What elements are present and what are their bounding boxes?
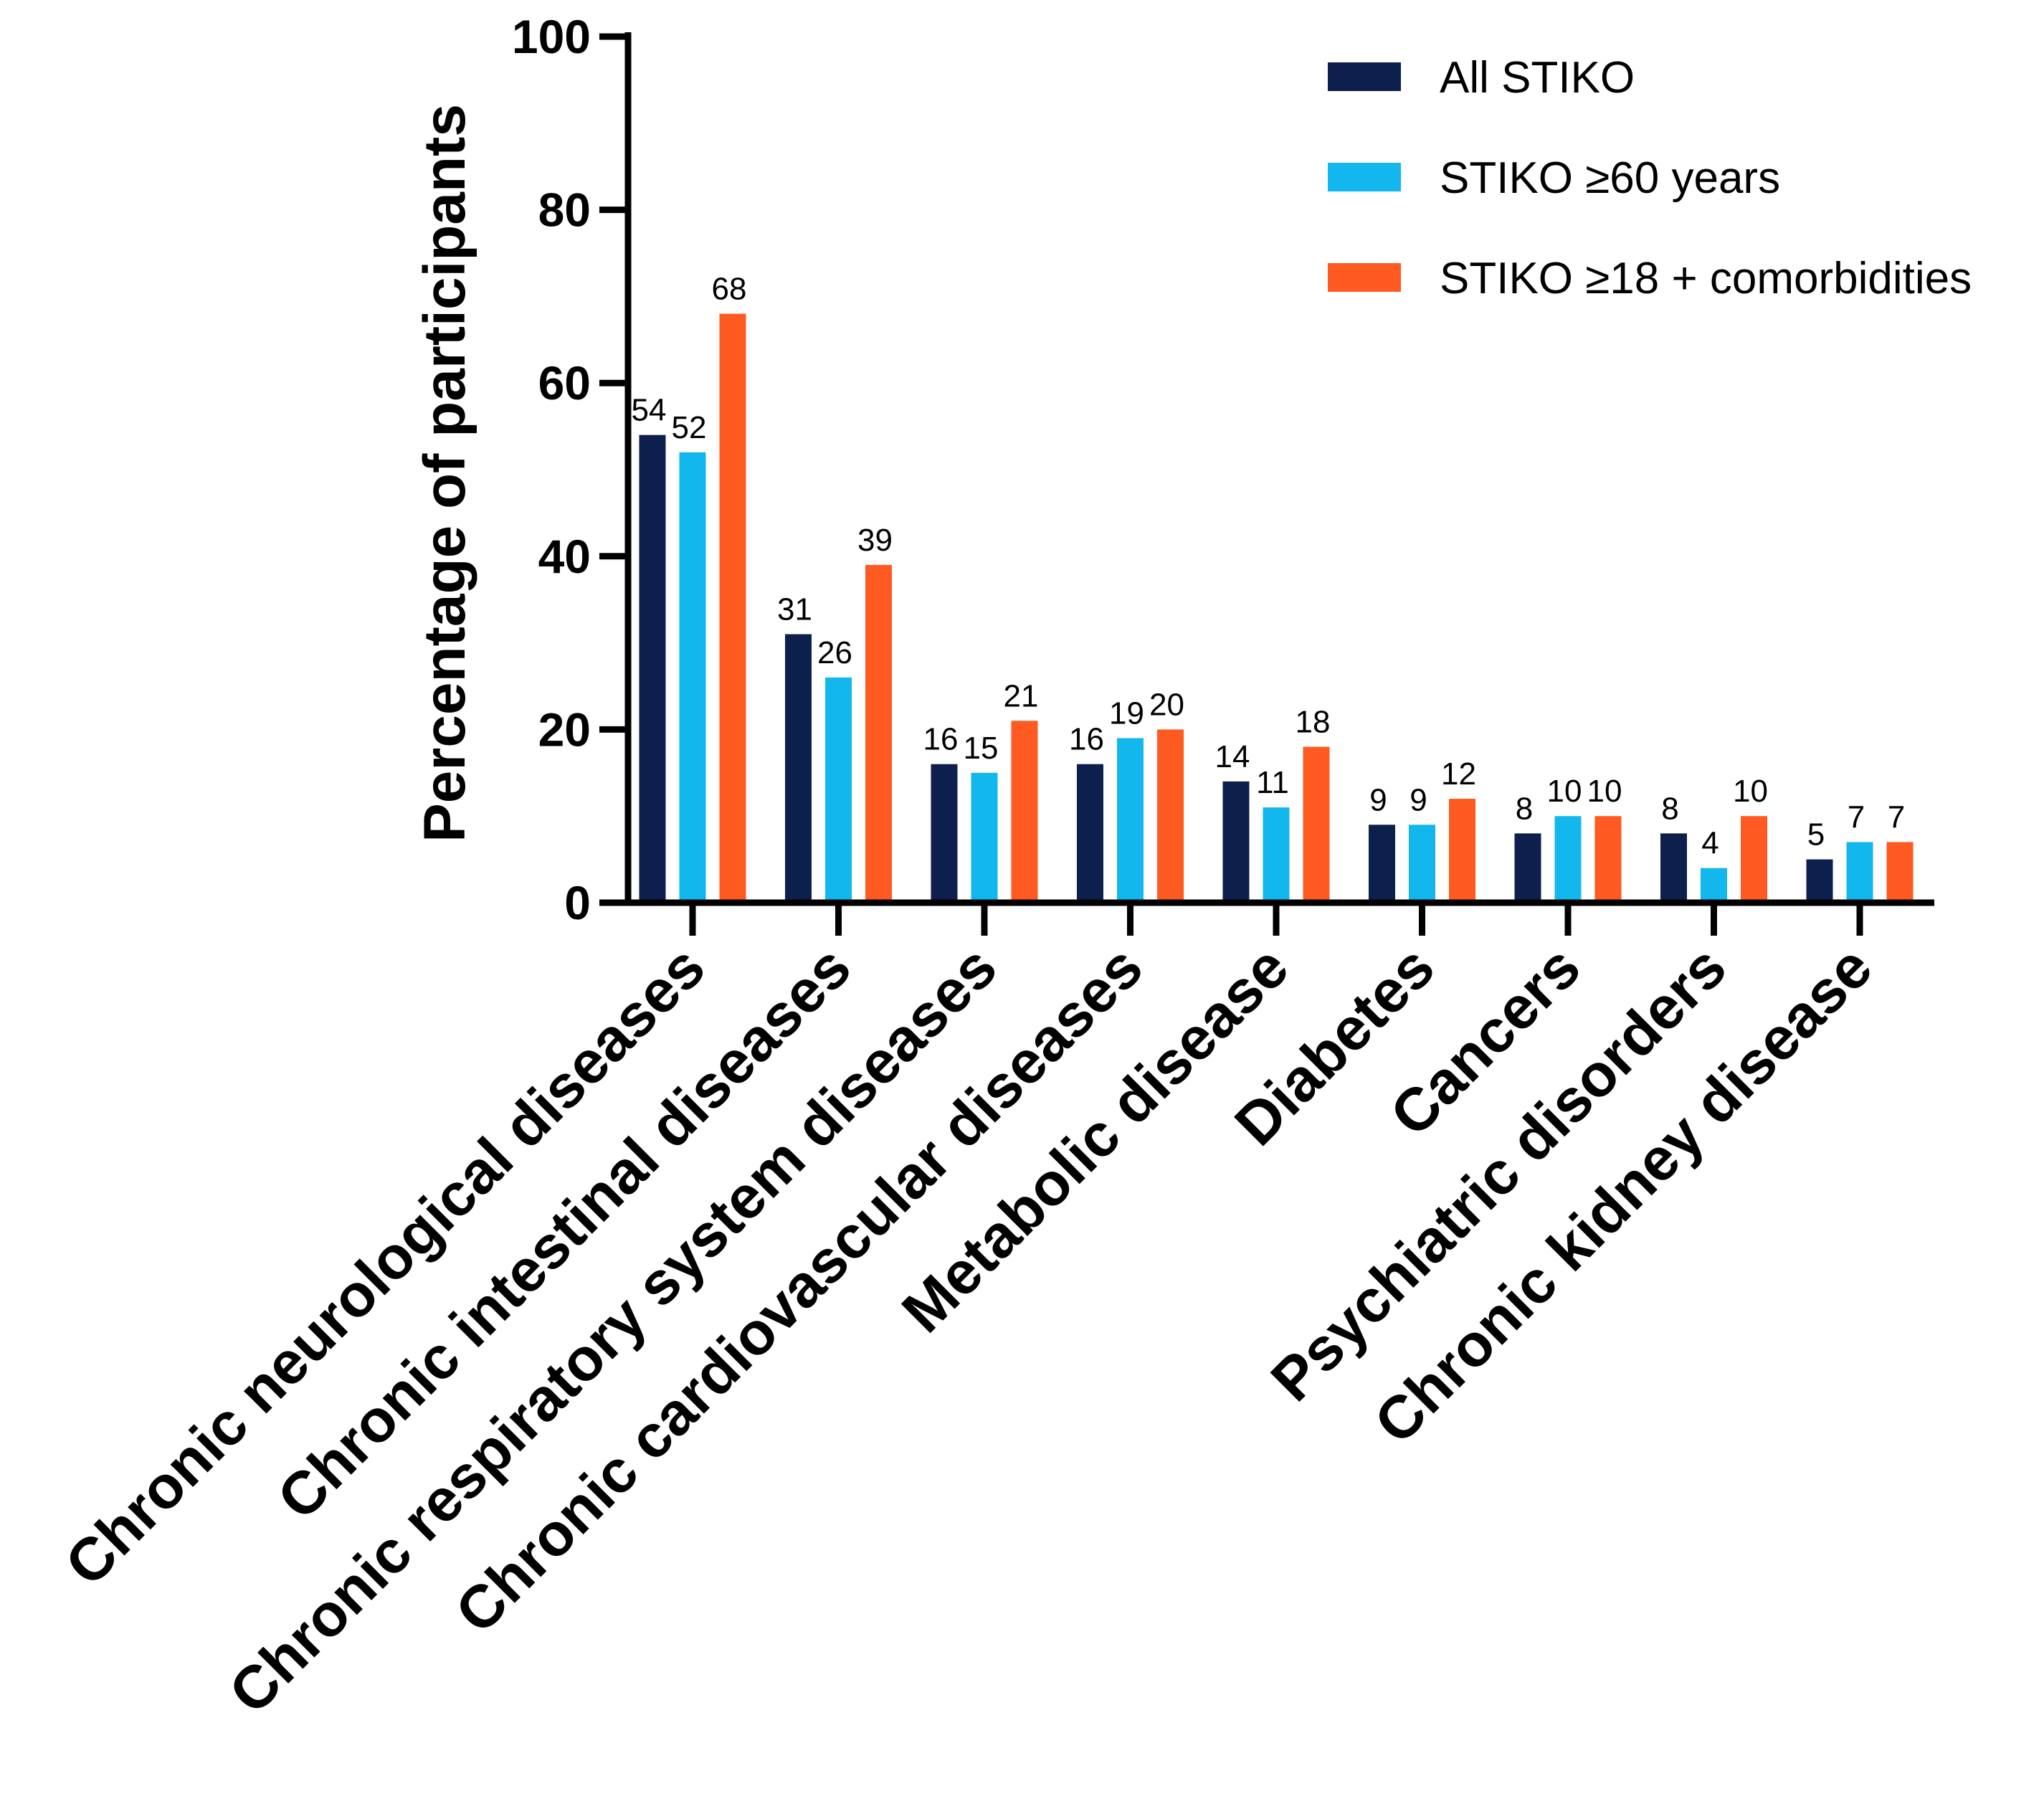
bar-metabolic-disease-stiko-60-years	[1263, 807, 1290, 903]
data-label-metabolic-disease-all-stiko: 14	[1215, 739, 1250, 774]
legend-label-stiko-60-years: STIKO ≥60 years	[1440, 153, 1780, 203]
bar-chronic-neurological-diseases-stiko-18-comorbidities	[719, 313, 746, 903]
data-label-cancers-stiko-60-years: 10	[1547, 774, 1582, 809]
bars-group	[639, 313, 1914, 903]
bar-chronic-intestinal-diseases-all-stiko	[785, 634, 812, 903]
legend-swatch-all-stiko	[1328, 62, 1401, 91]
bar-diabetes-stiko-18-comorbidities	[1449, 799, 1475, 903]
bar-chronic-cardiovascular-diseases-stiko-60-years	[1117, 738, 1144, 903]
data-label-chronic-cardiovascular-diseases-stiko-60-years: 19	[1109, 695, 1144, 731]
legend: All STIKO STIKO ≥60 years STIKO ≥18 + como…	[1328, 53, 1972, 303]
data-label-psychiatric-disorders-stiko-18-comorbidities: 10	[1733, 774, 1768, 809]
data-label-chronic-intestinal-diseases-stiko-60-years: 26	[817, 635, 852, 670]
data-label-chronic-intestinal-diseases-stiko-18-comorbidities: 39	[857, 523, 893, 558]
data-label-chronic-cardiovascular-diseases-all-stiko: 16	[1069, 722, 1104, 757]
bar-cancers-stiko-60-years	[1554, 816, 1582, 903]
y-tick-label-60: 60	[538, 356, 591, 409]
data-label-chronic-neurological-diseases-all-stiko: 54	[632, 393, 667, 428]
data-label-cancers-all-stiko: 8	[1516, 791, 1533, 826]
bar-diabetes-stiko-60-years	[1409, 825, 1435, 903]
data-label-chronic-kidney-disease-stiko-18-comorbidities: 7	[1888, 799, 1905, 835]
data-label-chronic-respiratory-system-diseases-all-stiko: 16	[923, 722, 959, 757]
bar-psychiatric-disorders-all-stiko	[1660, 833, 1687, 903]
bar-psychiatric-disorders-stiko-18-comorbidities	[1741, 816, 1767, 903]
data-label-chronic-neurological-diseases-stiko-60-years: 52	[672, 410, 707, 445]
y-tick-label-40: 40	[538, 530, 591, 583]
data-label-chronic-respiratory-system-diseases-stiko-60-years: 15	[964, 731, 999, 766]
data-label-diabetes-all-stiko: 9	[1369, 782, 1387, 817]
legend-label-all-stiko: All STIKO	[1440, 53, 1635, 103]
data-label-psychiatric-disorders-all-stiko: 8	[1661, 791, 1678, 826]
data-label-cancers-stiko-18-comorbidities: 10	[1587, 774, 1622, 809]
y-axis-label: Percentage of participants	[412, 104, 477, 842]
y-ticks-group: 0 20 40 60 80 100	[512, 10, 628, 929]
bar-chronic-cardiovascular-diseases-stiko-18-comorbidities	[1157, 729, 1184, 903]
data-label-metabolic-disease-stiko-60-years: 11	[1256, 765, 1289, 800]
data-label-chronic-intestinal-diseases-all-stiko: 31	[777, 592, 812, 627]
bar-chronic-intestinal-diseases-stiko-60-years	[825, 677, 852, 903]
bar-cancers-all-stiko	[1514, 833, 1541, 903]
y-tick-label-20: 20	[538, 703, 591, 756]
x-tick-label-chronic-intestinal-diseases: Chronic intestinal diseases	[265, 933, 864, 1532]
bar-chronic-neurological-diseases-all-stiko	[639, 434, 666, 903]
bar-chronic-respiratory-system-diseases-all-stiko	[931, 764, 958, 903]
data-label-psychiatric-disorders-stiko-60-years: 4	[1701, 826, 1719, 861]
legend-swatch-stiko-60-years	[1328, 163, 1401, 191]
data-label-chronic-respiratory-system-diseases-stiko-18-comorbidities: 21	[1004, 678, 1039, 713]
bar-chronic-neurological-diseases-stiko-60-years	[679, 452, 706, 903]
bar-metabolic-disease-stiko-18-comorbidities	[1303, 746, 1330, 903]
y-tick-label-100: 100	[512, 10, 591, 63]
legend-label-stiko-18-comorbidities: STIKO ≥18 + comorbidities	[1440, 254, 1972, 303]
bar-cancers-stiko-18-comorbidities	[1594, 816, 1622, 903]
bar-metabolic-disease-all-stiko	[1222, 781, 1250, 903]
y-tick-label-0: 0	[564, 876, 591, 929]
data-label-chronic-cardiovascular-diseases-stiko-18-comorbidities: 20	[1149, 687, 1184, 722]
bar-chronic-cardiovascular-diseases-all-stiko	[1077, 764, 1103, 903]
bar-chronic-kidney-disease-stiko-18-comorbidities	[1886, 842, 1914, 903]
data-label-metabolic-disease-stiko-18-comorbidities: 18	[1296, 705, 1331, 740]
bar-diabetes-all-stiko	[1369, 825, 1395, 903]
bar-chronic-kidney-disease-stiko-60-years	[1846, 842, 1873, 903]
data-label-diabetes-stiko-60-years: 9	[1410, 782, 1427, 817]
bar-psychiatric-disorders-stiko-60-years	[1701, 868, 1727, 903]
bar-chronic-respiratory-system-diseases-stiko-60-years	[971, 772, 998, 903]
data-label-chronic-kidney-disease-stiko-60-years: 7	[1848, 799, 1865, 835]
y-tick-label-80: 80	[538, 184, 591, 237]
bar-chronic-respiratory-system-diseases-stiko-18-comorbidities	[1011, 721, 1038, 903]
data-label-diabetes-stiko-18-comorbidities: 12	[1441, 756, 1476, 792]
bar-chronic-intestinal-diseases-stiko-18-comorbidities	[865, 564, 892, 903]
legend-swatch-stiko-18-comorbidities	[1328, 263, 1401, 292]
data-label-chronic-kidney-disease-all-stiko: 5	[1807, 817, 1825, 853]
data-label-chronic-neurological-diseases-stiko-18-comorbidities: 68	[712, 272, 747, 307]
bar-chronic-kidney-disease-all-stiko	[1806, 859, 1833, 903]
